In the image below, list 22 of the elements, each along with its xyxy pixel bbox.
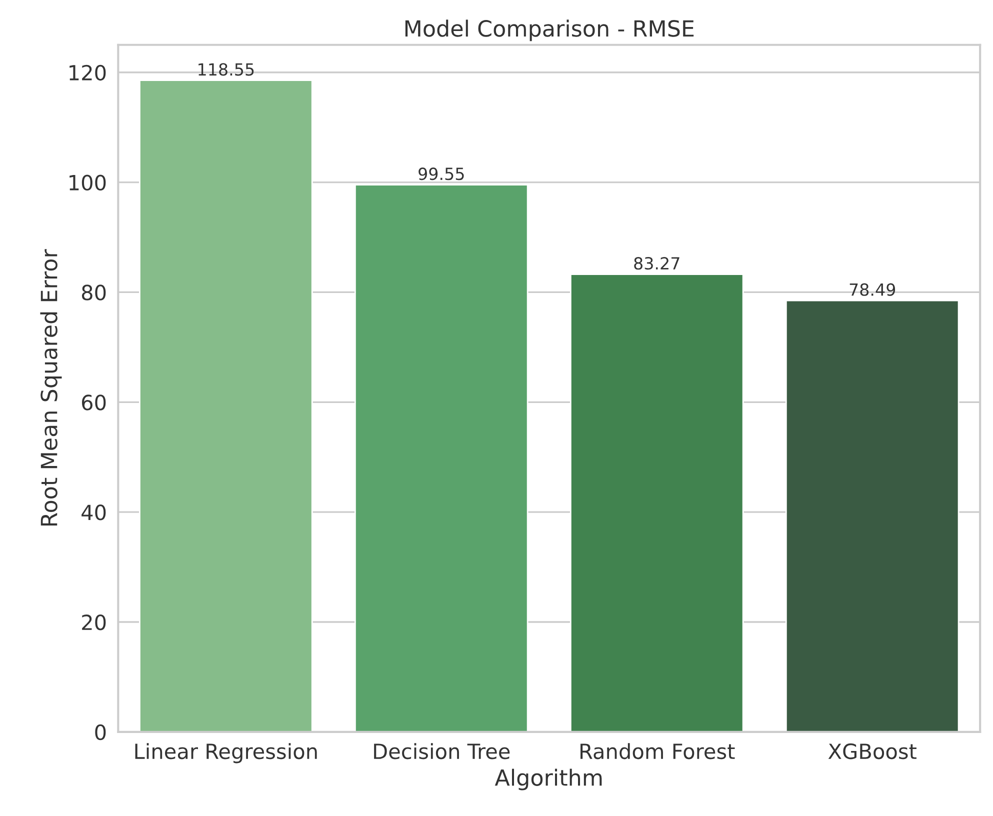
bar	[785, 300, 960, 732]
chart-title: Model Comparison - RMSE	[405, 20, 694, 42]
y-tick-label: 60	[82, 394, 106, 410]
bar	[139, 80, 313, 732]
y-tick-label: 80	[82, 284, 106, 300]
data-label: 83.27	[634, 257, 680, 270]
x-tick-label: Decision Tree	[374, 743, 510, 760]
bar	[570, 274, 744, 732]
y-axis-title: Root Mean Squared Error	[40, 249, 62, 526]
y-tick-label: 0	[95, 724, 106, 740]
x-axis-title: Algorithm	[494, 768, 602, 790]
data-label: 118.55	[198, 63, 254, 76]
bar	[354, 184, 528, 732]
data-label: 99.55	[418, 168, 464, 180]
y-tick-label: 120	[70, 64, 106, 81]
data-label: 78.49	[850, 283, 896, 296]
x-tick-label: XGBoost	[828, 743, 916, 760]
x-tick-label: Linear Regression	[135, 743, 317, 764]
y-tick-label: 100	[70, 174, 106, 191]
y-tick-label: 40	[82, 504, 106, 520]
x-tick-label: Random Forest	[580, 743, 735, 760]
y-tick-label: 20	[82, 614, 106, 630]
